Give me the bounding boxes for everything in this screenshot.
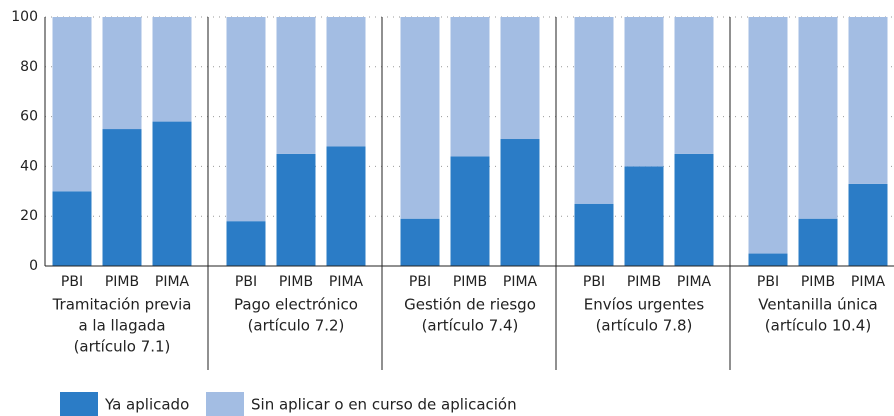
- x-tick-label: PIMB: [279, 274, 313, 290]
- y-tick-label: 100: [11, 9, 38, 25]
- bar-segment: [848, 17, 888, 184]
- x-tick-label: PIMA: [503, 274, 538, 290]
- group-label: Envíos urgentes: [584, 296, 705, 314]
- bar-segment: [450, 17, 490, 157]
- x-tick-label: PBI: [235, 274, 257, 290]
- bar-segment: [226, 17, 266, 222]
- x-tick-label: PIMA: [155, 274, 190, 290]
- bar-segment: [326, 146, 366, 266]
- x-tick-label: PBI: [409, 274, 431, 290]
- group-label: (artículo 7.2): [248, 317, 345, 335]
- group-label: (artículo 7.1): [74, 338, 171, 356]
- bar-segment: [326, 17, 366, 147]
- bar-segment: [226, 221, 266, 266]
- y-tick-label: 80: [20, 59, 38, 75]
- x-tick-label: PBI: [757, 274, 779, 290]
- bar-segment: [500, 17, 540, 140]
- x-tick-label: PBI: [61, 274, 83, 290]
- legend-swatch: [206, 392, 244, 416]
- bar-segment: [624, 166, 664, 266]
- group-label: Pago electrónico: [234, 296, 358, 314]
- legend-label: Sin aplicar o en curso de aplicación: [251, 396, 517, 414]
- bar-segment: [748, 17, 788, 254]
- bar-segment: [798, 218, 838, 266]
- group-label: Gestión de riesgo: [404, 296, 536, 314]
- y-tick-label: 40: [20, 158, 38, 174]
- bar-segment: [500, 139, 540, 266]
- group-label: (artículo 10.4): [765, 317, 871, 335]
- x-tick-label: PIMA: [851, 274, 886, 290]
- bar-segment: [152, 17, 192, 122]
- bar-segment: [152, 121, 192, 266]
- y-tick-label: 60: [20, 109, 38, 125]
- x-tick-label: PIMB: [801, 274, 835, 290]
- bar-segment: [276, 17, 316, 154]
- bar-segment: [624, 17, 664, 167]
- y-tick-label: 20: [20, 208, 38, 224]
- bar-segment: [574, 203, 614, 266]
- bar-segment: [848, 183, 888, 266]
- group-label: a la llagada: [78, 317, 165, 335]
- bar-segment: [102, 129, 142, 266]
- x-tick-label: PIMB: [453, 274, 487, 290]
- bar-segment: [674, 17, 714, 154]
- bar-segment: [574, 17, 614, 204]
- legend-label: Ya aplicado: [104, 396, 189, 414]
- x-tick-label: PIMB: [105, 274, 139, 290]
- bar-segment: [798, 17, 838, 219]
- y-tick-label: 0: [29, 258, 38, 274]
- x-tick-label: PBI: [583, 274, 605, 290]
- bar-segment: [102, 17, 142, 130]
- x-tick-label: PIMB: [627, 274, 661, 290]
- bar-segment: [748, 253, 788, 266]
- x-tick-label: PIMA: [329, 274, 364, 290]
- bar-segment: [400, 218, 440, 266]
- legend-swatch: [60, 392, 98, 416]
- bar-segment: [400, 17, 440, 219]
- bar-segment: [52, 191, 92, 266]
- group-label: (artículo 7.4): [422, 317, 519, 335]
- bar-segment: [674, 153, 714, 266]
- group-label: (artículo 7.8): [596, 317, 693, 335]
- x-tick-label: PIMA: [677, 274, 712, 290]
- bar-segment: [276, 153, 316, 266]
- group-label: Tramitación previa: [52, 296, 192, 314]
- group-label: Ventanilla única: [758, 296, 878, 314]
- bar-segment: [52, 17, 92, 192]
- bar-segment: [450, 156, 490, 266]
